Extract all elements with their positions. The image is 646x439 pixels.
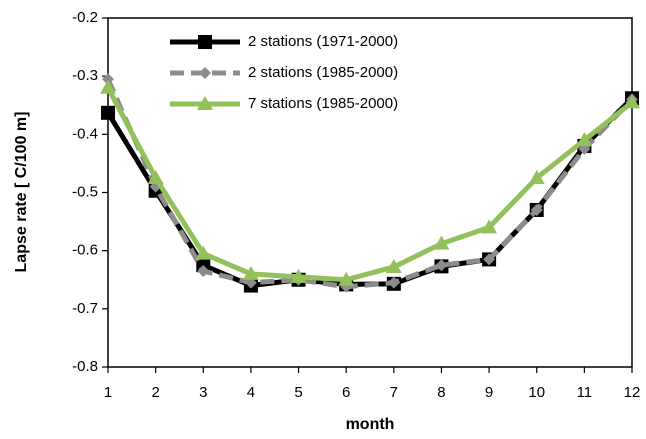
marker xyxy=(102,73,114,86)
x-tick-label: 10 xyxy=(528,384,545,401)
marker xyxy=(101,105,115,120)
marker xyxy=(195,245,212,260)
marker xyxy=(433,235,450,250)
marker xyxy=(385,258,402,273)
marker xyxy=(100,79,116,94)
x-tick-label: 1 xyxy=(104,384,112,401)
x-tick-label: 8 xyxy=(437,384,445,401)
x-tick-label: 12 xyxy=(624,384,641,401)
x-tick-label: 3 xyxy=(199,384,207,401)
legend-label: 2 stations (1985-2000) xyxy=(248,64,398,81)
marker xyxy=(387,276,400,289)
marker xyxy=(483,253,496,266)
marker xyxy=(435,259,448,272)
legend-marker xyxy=(197,96,213,110)
y-tick-label: -0.3 xyxy=(72,67,98,84)
x-tick-label: 11 xyxy=(577,384,593,401)
marker xyxy=(530,203,543,216)
x-tick-label: 2 xyxy=(151,384,159,401)
y-tick-label: -0.8 xyxy=(72,358,98,375)
y-tick-label: -0.6 xyxy=(72,242,98,259)
y-tick-label: -0.4 xyxy=(72,125,98,142)
marker xyxy=(576,132,593,147)
marker xyxy=(290,268,307,283)
x-axis-title: month xyxy=(346,416,395,433)
y-axis-title: Lapse rate [ C/100 m] xyxy=(13,112,30,273)
marker xyxy=(481,219,498,234)
marker xyxy=(528,169,545,184)
marker xyxy=(624,94,640,109)
x-tick-label: 4 xyxy=(247,384,255,401)
marker xyxy=(242,265,259,280)
legend-marker xyxy=(198,35,212,49)
series-line xyxy=(105,86,634,283)
x-tick-label: 5 xyxy=(294,384,302,401)
x-tick-label: 7 xyxy=(390,384,398,401)
x-tick-label: 9 xyxy=(485,384,493,401)
y-tick-label: -0.5 xyxy=(72,183,98,200)
legend-label: 7 stations (1985-2000) xyxy=(248,95,398,112)
marker xyxy=(147,169,164,184)
y-tick-label: -0.7 xyxy=(72,300,98,317)
legend-marker xyxy=(199,67,211,79)
legend-label: 2 stations (1971-2000) xyxy=(248,33,398,50)
x-tick-label: 6 xyxy=(342,384,350,401)
series-line xyxy=(105,78,634,290)
y-tick-label: -0.2 xyxy=(72,9,98,26)
marker xyxy=(197,265,210,278)
marker xyxy=(338,271,355,286)
